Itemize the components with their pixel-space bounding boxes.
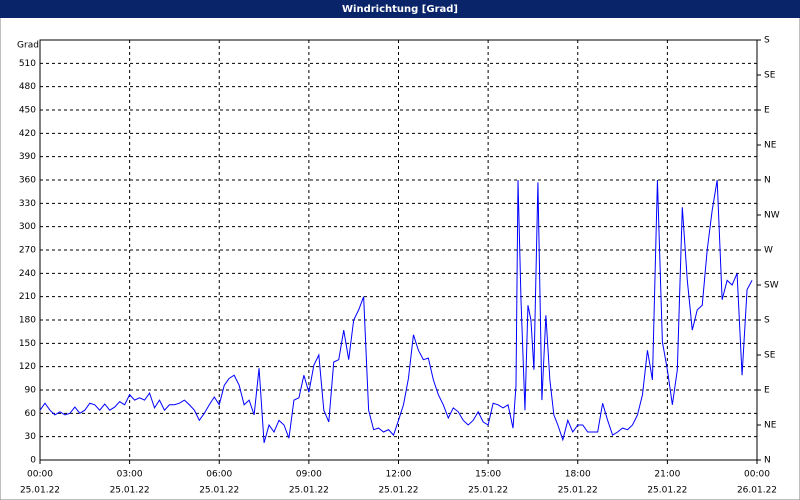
y-axis-label: Grad [17,41,39,51]
y2-tick-label: S [764,316,770,326]
y-tick-label: 0 [30,456,36,466]
y2-tick-label: NE [764,141,777,151]
y2-tick-label: SE [764,351,776,361]
y2-tick-label: N [764,456,771,466]
x-tick-date: 26.01.22 [737,486,777,496]
y-tick-label: 450 [19,106,36,116]
y2-tick-label: SE [764,71,776,81]
x-tick-date: 25.01.22 [468,486,508,496]
y-tick-label: 210 [19,292,36,302]
x-tick-label: 03:00 [117,470,143,480]
y-tick-label: 360 [19,176,36,186]
y2-tick-label: SW [764,281,779,291]
x-tick-date: 25.01.22 [20,486,60,496]
y-tick-label: 120 [19,362,36,372]
y2-tick-label: E [764,386,770,396]
x-tick-label: 15:00 [475,470,501,480]
y-tick-label: 240 [19,269,36,279]
data-line [39,179,753,444]
y-tick-label: 480 [19,82,36,92]
x-tick-label: 06:00 [206,470,232,480]
y2-tick-label: NE [764,421,777,431]
y-tick-label: 60 [25,409,37,419]
x-tick-label: 00:00 [27,470,53,480]
y2-tick-label: W [764,246,773,256]
y2-tick-label: E [764,106,770,116]
y-tick-label: 90 [25,386,37,396]
title-bar [0,0,800,18]
y-tick-label: 270 [19,246,36,256]
plot-border [39,39,758,461]
x-tick-label: 18:00 [565,470,591,480]
y-tick-label: 30 [25,432,37,442]
y-tick-label: 150 [19,339,36,349]
y-tick-label: 330 [19,199,36,209]
x-tick-date: 25.01.22 [558,486,598,496]
y2-tick-label: NW [764,211,780,221]
y2-tick-label: N [764,176,771,186]
y-tick-label: 510 [19,59,36,69]
y-tick-label: 420 [19,129,36,139]
x-tick-date: 25.01.22 [378,486,418,496]
y-tick-label: 300 [19,222,36,232]
chart-title: Windrichtung [Grad] [342,4,458,15]
y-tick-label: 180 [19,316,36,326]
x-tick-date: 25.01.22 [110,486,150,496]
x-tick-date: 25.01.22 [647,486,687,496]
x-tick-date: 25.01.22 [199,486,239,496]
y2-tick-label: S [764,36,770,46]
x-tick-label: 12:00 [386,470,412,480]
x-tick-label: 00:00 [744,470,770,480]
y-tick-label: 390 [19,152,36,162]
x-tick-date: 25.01.22 [289,486,329,496]
x-tick-label: 21:00 [654,470,680,480]
x-tick-label: 09:00 [296,470,322,480]
